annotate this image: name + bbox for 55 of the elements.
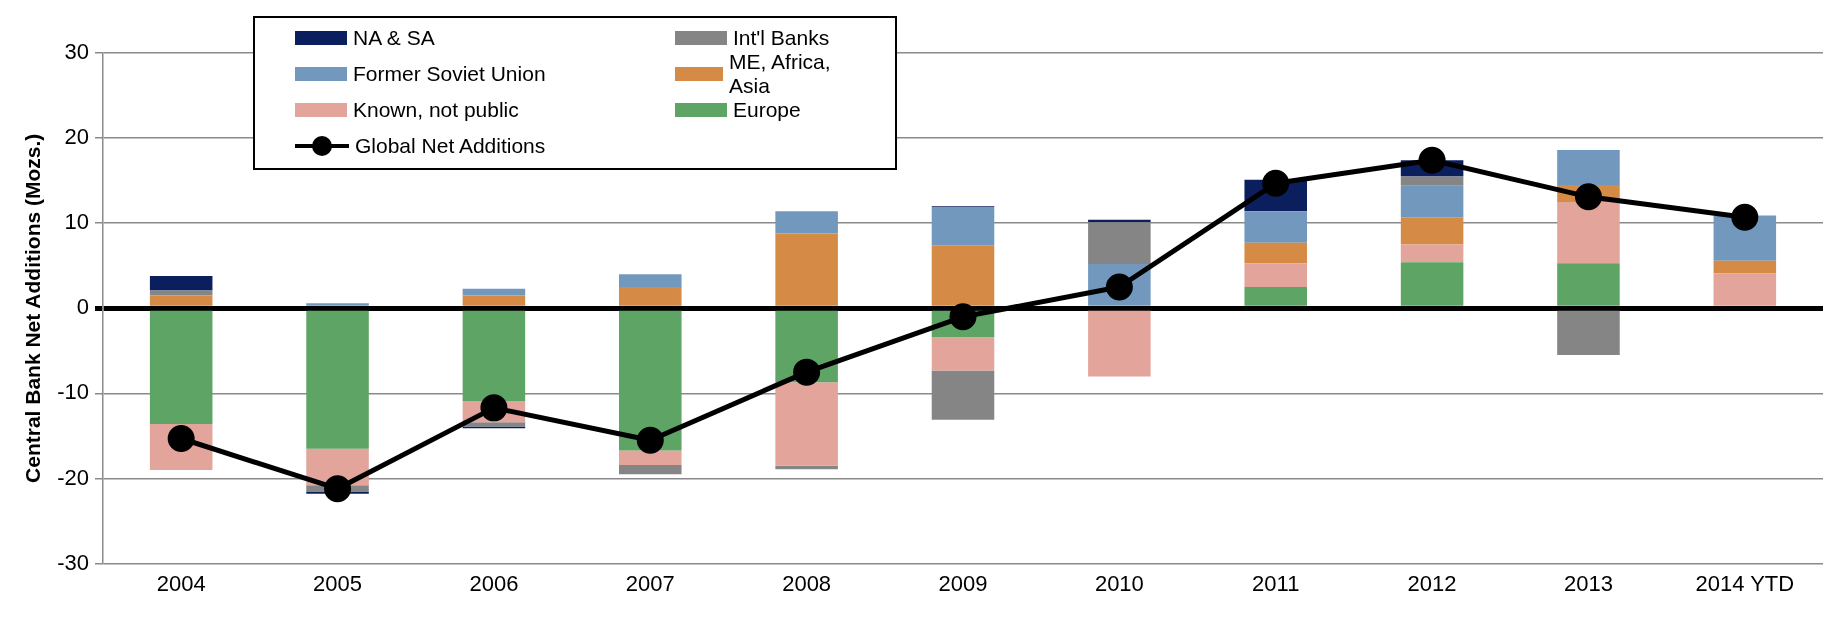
y-tick-label: -30 bbox=[57, 549, 89, 575]
bar bbox=[931, 337, 995, 371]
bar bbox=[462, 422, 526, 427]
x-tick-label: 2009 bbox=[938, 570, 988, 596]
point bbox=[1418, 146, 1446, 174]
y-tick-label: 20 bbox=[64, 124, 89, 150]
x-tick-label: 2004 bbox=[156, 570, 206, 596]
y-tick-label: 0 bbox=[76, 294, 89, 320]
bar bbox=[619, 464, 682, 475]
y-tick-label: 10 bbox=[64, 209, 89, 235]
y-axis-title: Central Bank Net Additions (Mozs.) bbox=[21, 133, 45, 483]
y-tick-label: 30 bbox=[64, 39, 89, 65]
bar bbox=[149, 275, 213, 291]
bar bbox=[1400, 244, 1464, 263]
x-tick-label: 2006 bbox=[469, 570, 519, 596]
bar bbox=[931, 207, 995, 246]
point bbox=[1574, 183, 1602, 211]
bar bbox=[619, 450, 682, 465]
y-tick-label: -20 bbox=[57, 464, 89, 490]
bar bbox=[1244, 263, 1307, 288]
bar bbox=[1400, 176, 1464, 186]
x-tick-label: 2014 YTD bbox=[1695, 570, 1795, 596]
legend-label: Int'l Banks bbox=[733, 26, 830, 50]
bar bbox=[1400, 185, 1464, 218]
bar bbox=[775, 382, 838, 466]
bar bbox=[775, 211, 838, 234]
legend-label: Global Net Additions bbox=[355, 134, 546, 158]
point bbox=[949, 303, 977, 331]
x-tick-label: 2010 bbox=[1094, 570, 1144, 596]
bar bbox=[1713, 260, 1777, 274]
x-tick-label: 2013 bbox=[1563, 570, 1613, 596]
bar bbox=[462, 288, 526, 296]
bar bbox=[619, 274, 682, 288]
x-tick-label: 2007 bbox=[625, 570, 675, 596]
bar bbox=[1244, 211, 1307, 243]
x-tick-label: 2005 bbox=[313, 570, 363, 596]
legend-label: Former Soviet Union bbox=[353, 62, 546, 86]
point bbox=[324, 475, 352, 503]
bar bbox=[1244, 242, 1307, 264]
point bbox=[793, 358, 821, 386]
legend-label: ME, Africa, Asia bbox=[729, 50, 832, 98]
bar bbox=[1557, 201, 1620, 264]
x-tick-label: 2008 bbox=[782, 570, 832, 596]
point bbox=[480, 394, 508, 422]
point bbox=[636, 426, 664, 454]
legend-label: Known, not public bbox=[353, 98, 519, 122]
bar bbox=[1400, 217, 1464, 245]
legend-label: NA & SA bbox=[353, 26, 435, 50]
x-tick-label: 2012 bbox=[1407, 570, 1457, 596]
bar bbox=[1557, 150, 1620, 185]
legend-label: Europe bbox=[733, 98, 801, 122]
y-tick-label: -10 bbox=[57, 379, 89, 405]
bar bbox=[149, 290, 213, 296]
x-tick-label: 2011 bbox=[1252, 570, 1300, 596]
point bbox=[1731, 203, 1759, 231]
